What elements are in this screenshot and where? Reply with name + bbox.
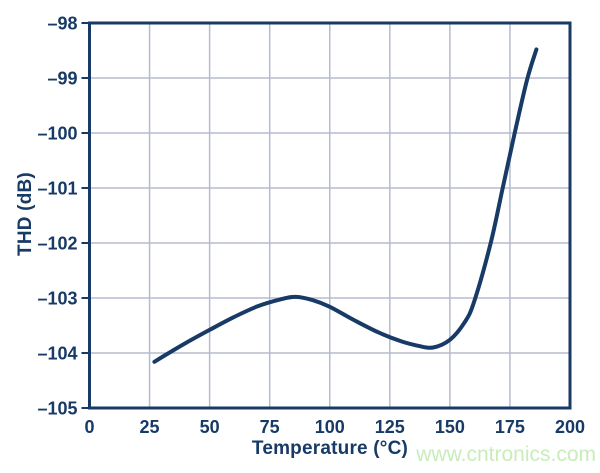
y-tick-label: –101 — [37, 179, 77, 199]
x-tick-label: 150 — [435, 417, 465, 437]
y-tick-label: –103 — [37, 289, 77, 309]
x-tick-label: 100 — [315, 417, 345, 437]
y-tick-label: –102 — [37, 234, 77, 254]
x-axis-title: Temperature (°C) — [251, 438, 409, 459]
x-tick-label: 0 — [84, 417, 94, 437]
y-axis-title: THD (dB) — [15, 172, 36, 256]
x-tick-label: 25 — [140, 417, 160, 437]
y-tick-label: –99 — [47, 69, 77, 89]
y-tick-label: –100 — [37, 124, 77, 144]
x-tick-label: 75 — [260, 417, 280, 437]
y-tick-label: –105 — [37, 399, 77, 419]
x-tick-label: 50 — [200, 417, 220, 437]
plot-frame — [88, 21, 572, 410]
x-tick-label: 175 — [495, 417, 525, 437]
watermark: www.cntronics.com — [416, 443, 596, 466]
x-tick-label: 125 — [375, 417, 405, 437]
thd-curve — [152, 47, 539, 364]
x-tick-label: 200 — [555, 417, 585, 437]
y-tick-label: –104 — [37, 344, 77, 364]
y-tick-label: –98 — [47, 14, 77, 34]
